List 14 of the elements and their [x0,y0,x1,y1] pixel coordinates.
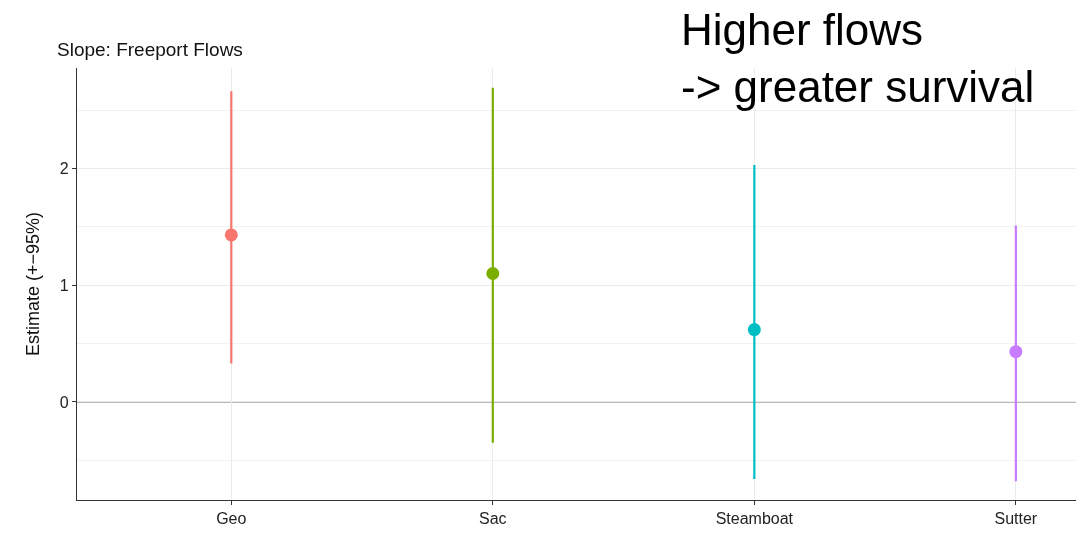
x-tick-label: Sutter [994,510,1038,528]
y-tick-label: 0 [59,393,69,411]
x-tick-label: Sac [479,510,507,528]
y-tick-label: 2 [59,160,69,178]
point [224,228,238,242]
point [747,323,761,337]
x-tick-label: Geo [216,510,247,528]
point [486,266,500,280]
annotation: Higher flows -> greater survival [681,5,1035,112]
y-tick-label: 1 [59,276,69,294]
chart-title: Slope: Freeport Flows [57,38,243,60]
y-axis-title: Estimate (+−95%) [22,211,43,357]
point [1009,345,1023,359]
x-tick-label: Steamboat [715,510,794,528]
